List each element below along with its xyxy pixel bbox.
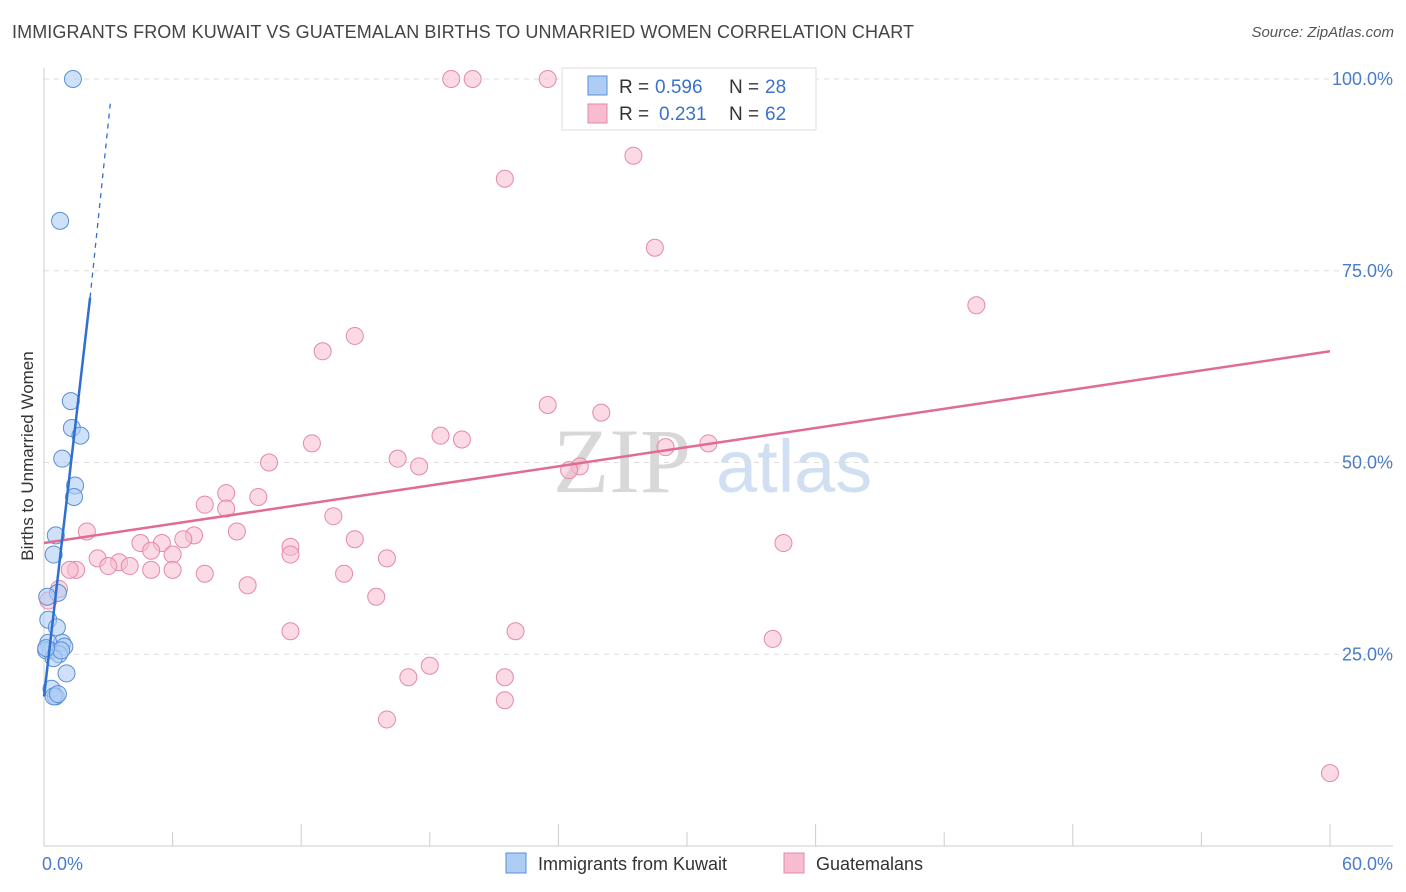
trend-lines (42, 101, 1331, 697)
guatemalan-point (452, 430, 471, 449)
guatemalan-point (335, 564, 354, 583)
kuwait-trend-line (42, 297, 92, 697)
guatemalan-point (281, 545, 300, 564)
guatemalan-point (592, 403, 611, 422)
guatemalan-point (431, 426, 450, 445)
guatemalan-point (302, 434, 321, 453)
kuwait-point (37, 639, 56, 658)
kuwait-point (38, 587, 57, 606)
legend-r-value-kuwait: 0.596 (655, 77, 703, 98)
y-axis-title: Births to Unmarried Women (18, 351, 37, 560)
guatemalan-point (174, 530, 193, 549)
guatemalan-point (377, 549, 396, 568)
guatemalan-point (238, 576, 257, 595)
guatemalan-point (410, 457, 429, 476)
y-tick-label: 25.0% (1342, 644, 1393, 664)
kuwait-point (48, 685, 67, 704)
legend-r-value-guatemalan: 0.231 (659, 104, 707, 125)
guatemalan-point (656, 438, 675, 457)
x-tick-label-end: 60.0% (1342, 854, 1393, 874)
guatemalan-point (217, 484, 236, 503)
guatemalan-points (39, 70, 1339, 783)
legend-r-label-guatemalan: R = (619, 104, 649, 125)
guatemalan-point (645, 238, 664, 257)
guatemalan-point (399, 668, 418, 687)
guatemalan-point (142, 560, 161, 579)
chart-source: Source: ZipAtlas.com (1251, 24, 1394, 41)
guatemalan-point (495, 169, 514, 188)
guatemalan-point (249, 488, 268, 507)
guatemalan-point (538, 395, 557, 414)
guatemalan-point (324, 507, 343, 526)
guatemalan-point (1321, 764, 1339, 783)
guatemalan-point (163, 545, 182, 564)
kuwait-point (53, 449, 72, 468)
guatemalan-point (388, 449, 407, 468)
guatemalan-point (463, 70, 482, 88)
bottom-legend-swatch-guatemalan (783, 852, 805, 874)
kuwait-point (52, 641, 71, 660)
grid-lines (44, 78, 1393, 655)
x-tick-label-start: 0.0% (42, 854, 83, 874)
kuwait-point (51, 211, 70, 230)
guatemalan-point (313, 342, 332, 361)
axes (43, 68, 1393, 847)
kuwait-point (71, 426, 90, 445)
guatemalan-point (227, 522, 246, 541)
legend-n-value-guatemalan: 62 (765, 104, 786, 125)
guatemalan-point (142, 541, 161, 560)
guatemalan-point (506, 622, 525, 641)
guatemalan-point (163, 560, 182, 579)
guatemalan-point (442, 70, 461, 88)
legend-n-label-kuwait: N = (729, 77, 759, 98)
guatemalan-point (774, 534, 793, 553)
y-tick-label: 50.0% (1342, 453, 1393, 473)
guatemalan-point (538, 70, 557, 88)
guatemalan-trend-line (43, 350, 1331, 545)
guatemalan-point (967, 296, 986, 315)
kuwait-point (44, 545, 63, 564)
kuwait-point (63, 70, 82, 88)
guatemalan-point (377, 710, 396, 729)
legend-n-value-kuwait: 28 (765, 77, 786, 98)
guatemalan-point (60, 560, 79, 579)
guatemalan-point (763, 629, 782, 648)
guatemalan-point (420, 656, 439, 675)
kuwait-trend-extension (89, 101, 112, 298)
guatemalan-point (345, 326, 364, 345)
legend-swatch-kuwait (587, 75, 608, 96)
series-legend: Immigrants from Kuwait Guatemalans (505, 852, 923, 874)
guatemalan-point (495, 668, 514, 687)
bottom-legend-label-guatemalan: Guatemalans (816, 854, 923, 874)
guatemalan-point (120, 557, 139, 576)
kuwait-point (57, 664, 76, 683)
guatemalan-point (260, 453, 279, 472)
guatemalan-point (281, 622, 300, 641)
guatemalan-point (367, 587, 386, 606)
legend-swatch-guatemalan (587, 103, 608, 124)
legend-r-label-kuwait: R = (619, 77, 649, 98)
y-tick-labels: 25.0% 50.0% 75.0% 100.0% (1332, 69, 1393, 664)
bottom-legend-swatch-kuwait (505, 852, 527, 874)
x-tick-labels: 0.0% 60.0% (42, 854, 1393, 874)
y-tick-label: 75.0% (1342, 261, 1393, 281)
kuwait-points (37, 70, 90, 706)
guatemalan-point (195, 495, 214, 514)
guatemalan-point (624, 146, 643, 165)
chart-title: IMMIGRANTS FROM KUWAIT VS GUATEMALAN BIR… (12, 22, 915, 42)
correlation-legend: R = 0.596 N = 28 R = 0.231 N = 62 (561, 67, 817, 131)
bottom-legend-label-kuwait: Immigrants from Kuwait (538, 854, 727, 874)
guatemalan-point (99, 557, 118, 576)
y-tick-label: 100.0% (1332, 69, 1393, 89)
guatemalan-point (495, 691, 514, 710)
guatemalan-point (345, 530, 364, 549)
legend-n-label-guatemalan: N = (729, 104, 759, 125)
watermark-atlas: atlas (716, 425, 872, 508)
guatemalan-point (195, 564, 214, 583)
kuwait-point (65, 488, 84, 507)
